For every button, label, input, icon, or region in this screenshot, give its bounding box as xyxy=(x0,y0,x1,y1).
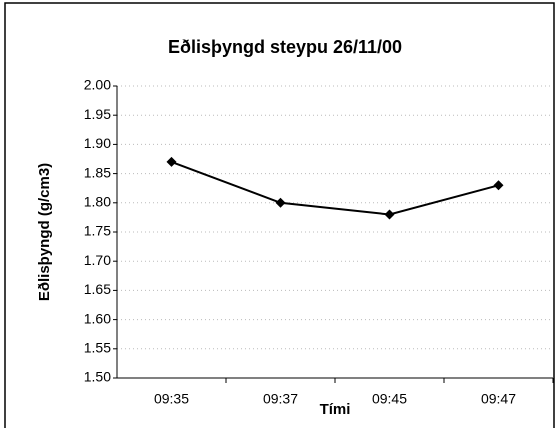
y-tick-label: 1.85 xyxy=(84,164,111,180)
marker xyxy=(384,209,395,220)
y-tick-label: 1.65 xyxy=(84,281,111,297)
marker xyxy=(493,180,504,191)
x-tick-label: 09:47 xyxy=(481,391,516,407)
chart-title: Eðlisþyngd steypu 26/11/00 xyxy=(168,37,402,57)
y-axis-label: Eðlisþyngd (g/cm3) xyxy=(36,163,53,301)
x-tick-label: 09:35 xyxy=(154,391,189,407)
line xyxy=(171,160,499,216)
marker xyxy=(166,156,177,167)
y-tick-label: 1.70 xyxy=(84,252,111,268)
y-tick-label: 1.55 xyxy=(84,340,111,356)
marker xyxy=(275,197,286,208)
y-tick-label: 2.00 xyxy=(84,77,111,93)
y-tick-label: 1.90 xyxy=(84,135,111,151)
y-tick-label: 1.50 xyxy=(84,369,111,385)
y-tick-label: 1.80 xyxy=(84,194,111,210)
x-tick-label: 09:37 xyxy=(263,391,298,407)
x-tick-label: 09:45 xyxy=(372,391,407,407)
chart-frame xyxy=(4,2,555,428)
x-axis-label: Tími xyxy=(320,401,351,418)
y-tick-label: 1.95 xyxy=(84,106,111,122)
y-tick-label: 1.60 xyxy=(84,310,111,326)
y-tick-label: 1.75 xyxy=(84,223,111,239)
